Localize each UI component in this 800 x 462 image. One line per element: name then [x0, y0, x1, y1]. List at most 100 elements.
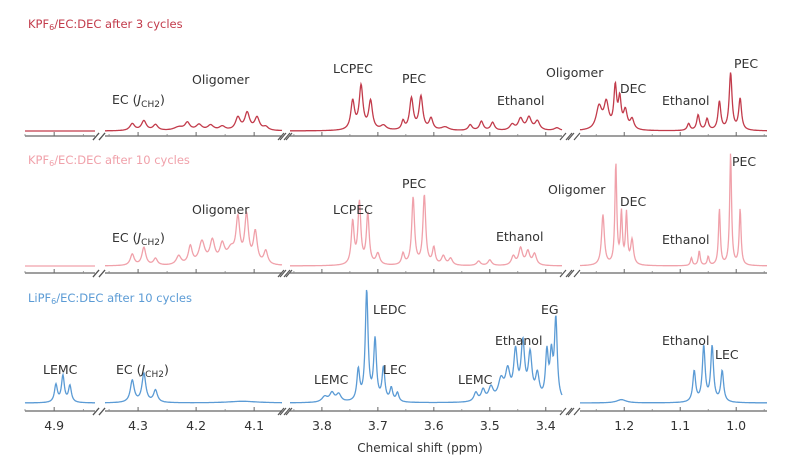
- title-text: /EC:DEC after 3 cycles: [54, 17, 182, 31]
- spectrum-trace: [580, 153, 767, 267]
- annotation-part: CH2: [145, 370, 164, 380]
- axis-break-mark: [277, 407, 285, 416]
- axis-break-mark: [573, 132, 581, 141]
- x-tick-label: 3.6: [424, 418, 444, 433]
- peak-annotation: Ethanol: [662, 333, 709, 348]
- annotation-part: EC (: [112, 230, 137, 245]
- spectrum-panel-1: KPF6/EC:DEC after 3 cycles EC (JCH2) Oligo…: [24, 17, 767, 141]
- title-text: /EC:DEC after 10 cycles: [56, 291, 192, 305]
- axis-break-mark: [277, 269, 285, 278]
- spectrum-trace: [24, 372, 95, 404]
- peak-annotation: Oligomer: [192, 72, 250, 87]
- peak-annotation: Oligomer: [548, 182, 606, 197]
- axis-break-mark: [279, 132, 287, 141]
- spectrum-trace: [105, 209, 283, 267]
- annotation-part: J: [134, 92, 141, 107]
- x-tick-label: 1.1: [670, 418, 690, 433]
- peak-annotation: LCPEC: [333, 61, 373, 76]
- axis-break-mark: [285, 407, 293, 416]
- x-tick-label: 4.3: [128, 418, 148, 433]
- annotation-part: EC (: [112, 92, 137, 107]
- spectrum-title: LiPF6/EC:DEC after 10 cycles: [28, 291, 192, 306]
- peak-annotation: DEC: [620, 194, 647, 209]
- peak-annotation: LCPEC: [333, 202, 373, 217]
- axis-break-mark: [283, 269, 291, 278]
- peak-annotation: EC (JCH2): [112, 230, 165, 248]
- spectrum-panel-3: LiPF6/EC:DEC after 10 cycles LEMC EC (JCH2…: [24, 289, 767, 416]
- annotation-part: J: [138, 362, 145, 377]
- title-subscript: 6: [49, 159, 54, 168]
- annotation-part: ): [164, 362, 169, 377]
- peak-annotation: LEC: [383, 362, 407, 377]
- axis-break-mark: [92, 269, 100, 278]
- axis-break-mark: [567, 132, 575, 141]
- axis-break-mark: [567, 269, 575, 278]
- peak-annotation: LEMC: [314, 372, 349, 387]
- x-tick-label: 3.7: [368, 418, 388, 433]
- axis-break-mark: [565, 132, 573, 141]
- axis-break-mark: [92, 132, 100, 141]
- axis-break-mark: [559, 269, 567, 278]
- spectrum-panel-2: KPF6/EC:DEC after 10 cycles EC (JCH2) Olig…: [24, 153, 767, 278]
- axis-break-mark: [285, 269, 293, 278]
- title-text: KPF: [28, 153, 49, 167]
- peak-annotation: DEC: [620, 81, 647, 96]
- axis-break-mark: [285, 132, 293, 141]
- annotation-part: ): [160, 92, 165, 107]
- axis-break-mark: [573, 269, 581, 278]
- peak-annotation: Oligomer: [546, 65, 604, 80]
- axis-break-mark: [559, 132, 567, 141]
- spectrum-trace: [105, 110, 283, 132]
- peak-annotation: Ethanol: [496, 229, 543, 244]
- spectrum-trace: [105, 371, 282, 404]
- x-tick-label: 1.0: [726, 418, 746, 433]
- peak-annotation: Oligomer: [192, 202, 250, 217]
- peak-annotation: LEMC: [43, 362, 78, 377]
- axis-break-mark: [277, 132, 285, 141]
- axis-break-mark: [98, 132, 106, 141]
- spectrum-title: KPF6/EC:DEC after 10 cycles: [28, 153, 190, 168]
- peak-annotation: PEC: [402, 71, 426, 86]
- peak-annotation: LEMC: [458, 372, 493, 387]
- spectrum-trace: [579, 72, 767, 132]
- annotation-part: J: [134, 230, 141, 245]
- title-subscript: 6: [51, 297, 56, 306]
- title-text: KPF: [28, 17, 49, 31]
- x-tick-label: 3.5: [480, 418, 500, 433]
- spectrum-trace: [290, 289, 563, 404]
- axis-break-mark: [559, 407, 567, 416]
- x-tick-label: 4.2: [186, 418, 206, 433]
- x-axis-label: Chemical shift (ppm): [357, 441, 483, 455]
- peak-annotation: EC (JCH2): [116, 362, 169, 380]
- spectrum-trace: [290, 194, 562, 267]
- x-tick-label: 3.4: [536, 418, 556, 433]
- peak-annotation: Ethanol: [662, 93, 709, 108]
- annotation-part: CH2: [141, 238, 160, 248]
- peak-annotation: Ethanol: [495, 333, 542, 348]
- axis-break-mark: [573, 407, 581, 416]
- axis-break-mark: [98, 407, 106, 416]
- title-text: LiPF: [28, 291, 51, 305]
- x-tick-label: 1.2: [614, 418, 634, 433]
- peak-annotation: PEC: [732, 154, 756, 169]
- peak-annotation: Ethanol: [497, 93, 544, 108]
- peak-annotation: EG: [541, 302, 559, 317]
- spectrum-title: KPF6/EC:DEC after 3 cycles: [28, 17, 183, 32]
- peak-annotation: Ethanol: [662, 232, 709, 247]
- axis-break-mark: [92, 407, 100, 416]
- title-subscript: 6: [49, 23, 54, 32]
- title-text: /EC:DEC after 10 cycles: [54, 153, 190, 167]
- axis-break-mark: [567, 407, 575, 416]
- axis-break-mark: [283, 407, 291, 416]
- spectrum-trace: [290, 81, 563, 132]
- annotation-part: EC (: [116, 362, 141, 377]
- annotation-part: ): [160, 230, 165, 245]
- spectrum-trace: [580, 344, 767, 404]
- axis-break-mark: [565, 407, 573, 416]
- peak-annotation: LEDC: [373, 302, 406, 317]
- axis-break-mark: [279, 407, 287, 416]
- peak-annotation: PEC: [734, 56, 758, 71]
- x-tick-label: 4.1: [244, 418, 264, 433]
- peak-annotation: EC (JCH2): [112, 92, 165, 110]
